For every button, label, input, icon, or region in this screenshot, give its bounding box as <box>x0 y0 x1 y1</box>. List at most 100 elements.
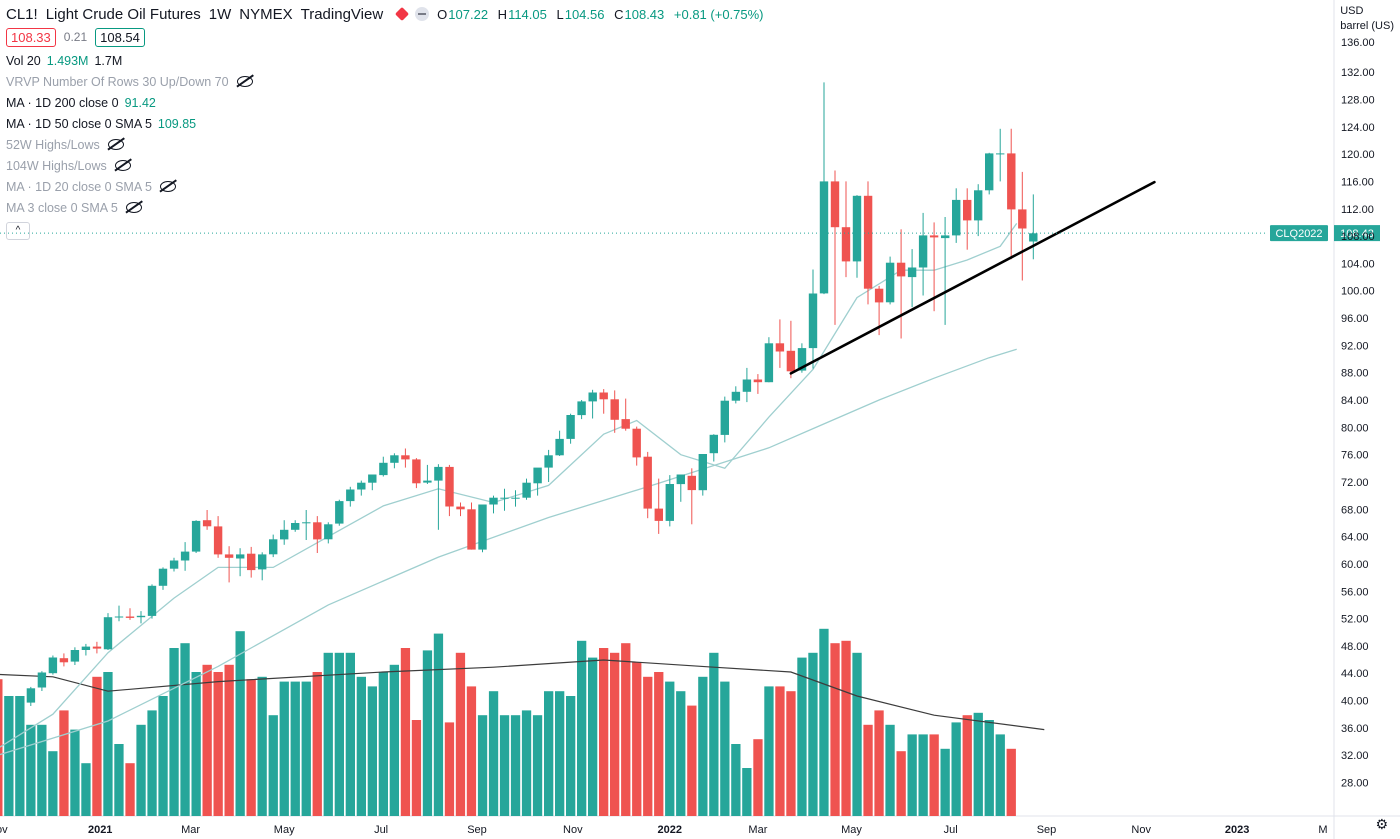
volume-bar <box>334 652 344 816</box>
candle-body <box>974 190 983 221</box>
volume-bar <box>422 650 433 816</box>
currency-label[interactable]: USD barrel (US) <box>1340 4 1394 34</box>
volume-bar <box>213 672 223 816</box>
indicator-row[interactable]: 52W Highs/Lows <box>6 134 770 155</box>
y-tick-label: 100.00 <box>1341 286 1375 298</box>
indicator-row[interactable]: MA · 1D 50 close 0 SMA 5 109.85 <box>6 113 770 134</box>
candle-body <box>632 428 641 458</box>
eye-hidden-icon[interactable] <box>125 202 142 213</box>
candle-body <box>368 474 377 483</box>
candle-body <box>423 480 432 483</box>
candle-body <box>247 553 256 571</box>
indicator-row[interactable]: MA · 1D 20 close 0 SMA 5 <box>6 176 770 197</box>
volume-bar <box>995 734 1005 816</box>
volume-bar <box>279 681 289 816</box>
volume-bar <box>246 679 256 816</box>
gear-icon[interactable]: ⚙ <box>1375 816 1388 832</box>
symbol-ticker[interactable]: CL1! <box>6 5 38 23</box>
candle-body <box>918 235 928 268</box>
y-tick-label: 68.00 <box>1341 504 1369 516</box>
candle-body <box>786 350 796 372</box>
candle-body <box>434 466 443 481</box>
candle-body <box>202 520 212 527</box>
volume-bar <box>786 691 796 816</box>
candle-body <box>544 455 553 468</box>
candle-body <box>70 650 80 662</box>
flag-icon[interactable] <box>395 6 410 22</box>
candle-body <box>731 391 741 401</box>
y-tick-label: 64.00 <box>1341 532 1369 544</box>
volume-bar <box>588 657 598 816</box>
candle-body <box>985 153 994 191</box>
indicator-label: 104W Highs/Lows <box>6 158 107 173</box>
x-tick-label: M <box>1318 824 1327 836</box>
indicator-label: MA 3 close 0 SMA 5 <box>6 200 118 215</box>
candle-body <box>324 524 333 540</box>
indicator-value: 91.42 <box>124 95 156 110</box>
x-tick-label: Jul <box>374 824 388 836</box>
volume-bar <box>698 676 708 816</box>
y-tick-label: 44.00 <box>1341 668 1369 680</box>
eye-hidden-icon[interactable] <box>159 181 176 192</box>
x-tick-label: May <box>841 824 862 836</box>
volume-bar <box>169 648 179 816</box>
trendline[interactable] <box>789 180 1156 375</box>
candle-body <box>511 497 520 499</box>
volume-bar <box>15 696 25 816</box>
volume-bar <box>852 652 862 816</box>
candle-body <box>258 554 267 570</box>
x-tick-label: Sep <box>467 824 487 836</box>
candle-body <box>764 343 774 383</box>
volume-bar <box>466 686 477 816</box>
ask-price[interactable]: 108.54 <box>95 27 145 47</box>
y-tick-label: 136.00 <box>1341 37 1375 49</box>
indicator-row[interactable]: MA 3 close 0 SMA 5 <box>6 197 770 218</box>
candle-body <box>929 235 939 238</box>
volume-bar <box>874 710 884 816</box>
y-tick-label: 116.00 <box>1341 176 1374 188</box>
candle-body <box>643 456 652 509</box>
candle-body <box>357 482 366 490</box>
eye-hidden-icon[interactable] <box>236 76 253 87</box>
volume-bar <box>962 715 972 816</box>
volume-bar <box>808 652 818 816</box>
volume-bar <box>566 696 576 816</box>
candle-body <box>48 657 58 674</box>
eye-hidden-icon[interactable] <box>107 139 124 150</box>
interval-label[interactable]: 1W <box>208 5 232 23</box>
volume-bar <box>323 652 333 816</box>
volume-bar <box>367 686 377 816</box>
candle-body <box>313 522 322 540</box>
x-tick-label: 2023 <box>1225 824 1249 836</box>
x-tick-label: 2021 <box>88 824 112 836</box>
volume-bar <box>819 628 829 816</box>
volume-bar <box>411 720 422 816</box>
candle-body <box>654 508 663 521</box>
volume-bar <box>676 691 686 816</box>
volume-bar <box>92 676 102 816</box>
x-tick-label: Nov <box>0 824 8 836</box>
y-tick-label: 108.00 <box>1341 231 1375 243</box>
candle-body <box>885 262 895 303</box>
candle-body <box>610 399 619 420</box>
x-tick-label: Mar <box>748 824 767 836</box>
symbol-name: Light Crude Oil Futures <box>45 5 201 23</box>
source-label: TradingView <box>300 5 384 23</box>
volume-bar <box>81 763 91 816</box>
candle-body <box>863 195 873 289</box>
indicator-row[interactable]: Vol 20 1.493M 1.7M <box>6 50 770 71</box>
candle-body <box>456 506 465 510</box>
volume-bar <box>444 722 455 816</box>
market-status-icon[interactable] <box>415 7 430 21</box>
y-tick-label: 76.00 <box>1341 450 1369 462</box>
eye-hidden-icon[interactable] <box>114 160 131 171</box>
indicator-row[interactable]: VRVP Number Of Rows 30 Up/Down 70 <box>6 71 770 92</box>
volume-bar <box>797 657 807 816</box>
volume-bar <box>136 724 146 816</box>
collapse-legend-button[interactable]: ^ <box>6 222 30 240</box>
candle-body <box>81 646 91 650</box>
indicator-row[interactable]: 104W Highs/Lows <box>6 155 770 176</box>
indicator-row[interactable]: MA · 1D 200 close 0 91.42 <box>6 92 770 113</box>
bid-price[interactable]: 108.33 <box>6 27 56 47</box>
